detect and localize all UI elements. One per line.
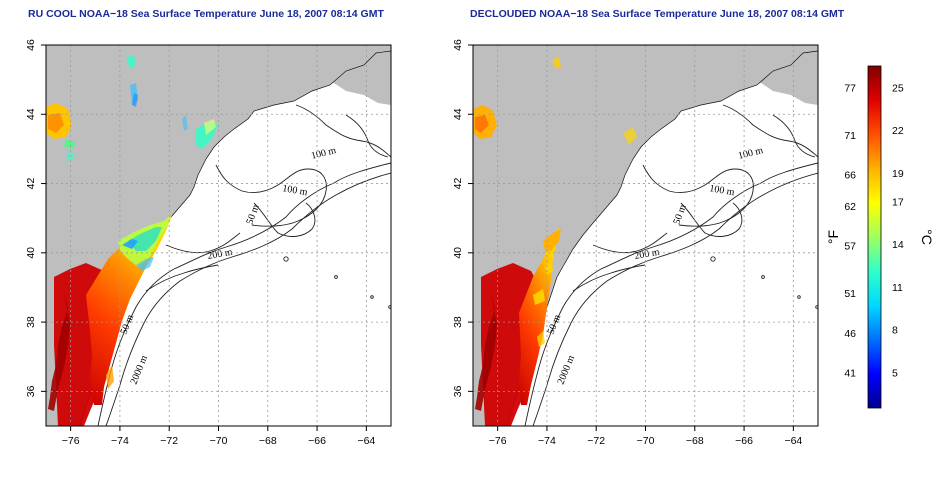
longitude-tick-label: −64 bbox=[357, 435, 375, 447]
longitude-tick-label: −72 bbox=[160, 435, 178, 447]
celsius-tick-label: 14 bbox=[892, 239, 904, 251]
left-map-panel: 100 m 100 m 50 m 200 m 50 m 2000 m −76 −7… bbox=[25, 39, 392, 447]
contour-label: 100 m bbox=[281, 183, 308, 198]
longitude-tick-label: −74 bbox=[538, 435, 556, 447]
celsius-tick-label: 22 bbox=[892, 125, 904, 137]
latitude-tick-label: 36 bbox=[452, 385, 464, 397]
latitude-tick-label: 40 bbox=[452, 247, 464, 259]
celsius-tick-label: 5 bbox=[892, 367, 898, 379]
longitude-tick-label: −74 bbox=[111, 435, 129, 447]
latitude-tick-label: 38 bbox=[25, 316, 37, 328]
fahrenheit-tick-label: 57 bbox=[844, 241, 856, 253]
celsius-tick-label: 17 bbox=[892, 196, 904, 208]
celsius-tick-label: 19 bbox=[892, 168, 904, 180]
contour-label: 200 m bbox=[634, 247, 661, 262]
contour-label: 100 m bbox=[708, 183, 735, 198]
fahrenheit-tick-label: 66 bbox=[844, 169, 856, 181]
fahrenheit-axis-label: °F bbox=[825, 230, 841, 244]
fahrenheit-tick-label: 77 bbox=[844, 82, 856, 94]
latitude-tick-label: 46 bbox=[25, 39, 37, 51]
longitude-tick-label: −68 bbox=[259, 435, 277, 447]
longitude-tick-label: −76 bbox=[489, 435, 507, 447]
left-panel-title: RU COOL NOAA−18 Sea Surface Temperature … bbox=[28, 8, 384, 20]
colorbar-ramp bbox=[867, 65, 882, 409]
longitude-tick-label: −68 bbox=[686, 435, 704, 447]
celsius-tick-label: 11 bbox=[892, 282, 903, 294]
celsius-tick-label: 8 bbox=[892, 325, 898, 337]
fahrenheit-tick-label: 62 bbox=[844, 201, 856, 213]
latitude-tick-label: 42 bbox=[25, 178, 37, 190]
latitude-tick-label: 44 bbox=[25, 108, 37, 120]
longitude-tick-label: −70 bbox=[637, 435, 655, 447]
celsius-tick-label: 25 bbox=[892, 82, 904, 94]
latitude-tick-label: 38 bbox=[452, 316, 464, 328]
left-sst-data bbox=[46, 55, 218, 426]
longitude-tick-label: −76 bbox=[62, 435, 80, 447]
latitude-tick-label: 36 bbox=[25, 385, 37, 397]
latitude-tick-label: 40 bbox=[25, 247, 37, 259]
right-panel-title: DECLOUDED NOAA−18 Sea Surface Temperatur… bbox=[470, 8, 845, 20]
latitude-tick-label: 44 bbox=[452, 108, 464, 120]
latitude-tick-label: 42 bbox=[452, 178, 464, 190]
longitude-tick-label: −66 bbox=[735, 435, 753, 447]
longitude-tick-label: −70 bbox=[210, 435, 228, 447]
temperature-colorbar: 25 22 19 17 14 11 8 5 77 71 66 62 57 51 46 41 °F °C bbox=[825, 65, 935, 409]
fahrenheit-tick-label: 71 bbox=[844, 130, 856, 142]
celsius-axis-label: °C bbox=[919, 229, 935, 245]
right-map-panel: 100 m 100 m 50 m 200 m 50 m 2000 m −76 −7… bbox=[452, 39, 819, 447]
contour-label: 200 m bbox=[207, 247, 234, 262]
fahrenheit-tick-label: 41 bbox=[844, 367, 856, 379]
longitude-tick-label: −66 bbox=[308, 435, 326, 447]
fahrenheit-tick-label: 46 bbox=[844, 328, 856, 340]
latitude-tick-label: 46 bbox=[452, 39, 464, 51]
longitude-tick-label: −64 bbox=[784, 435, 802, 447]
longitude-tick-label: −72 bbox=[587, 435, 605, 447]
fahrenheit-tick-label: 51 bbox=[844, 288, 856, 300]
